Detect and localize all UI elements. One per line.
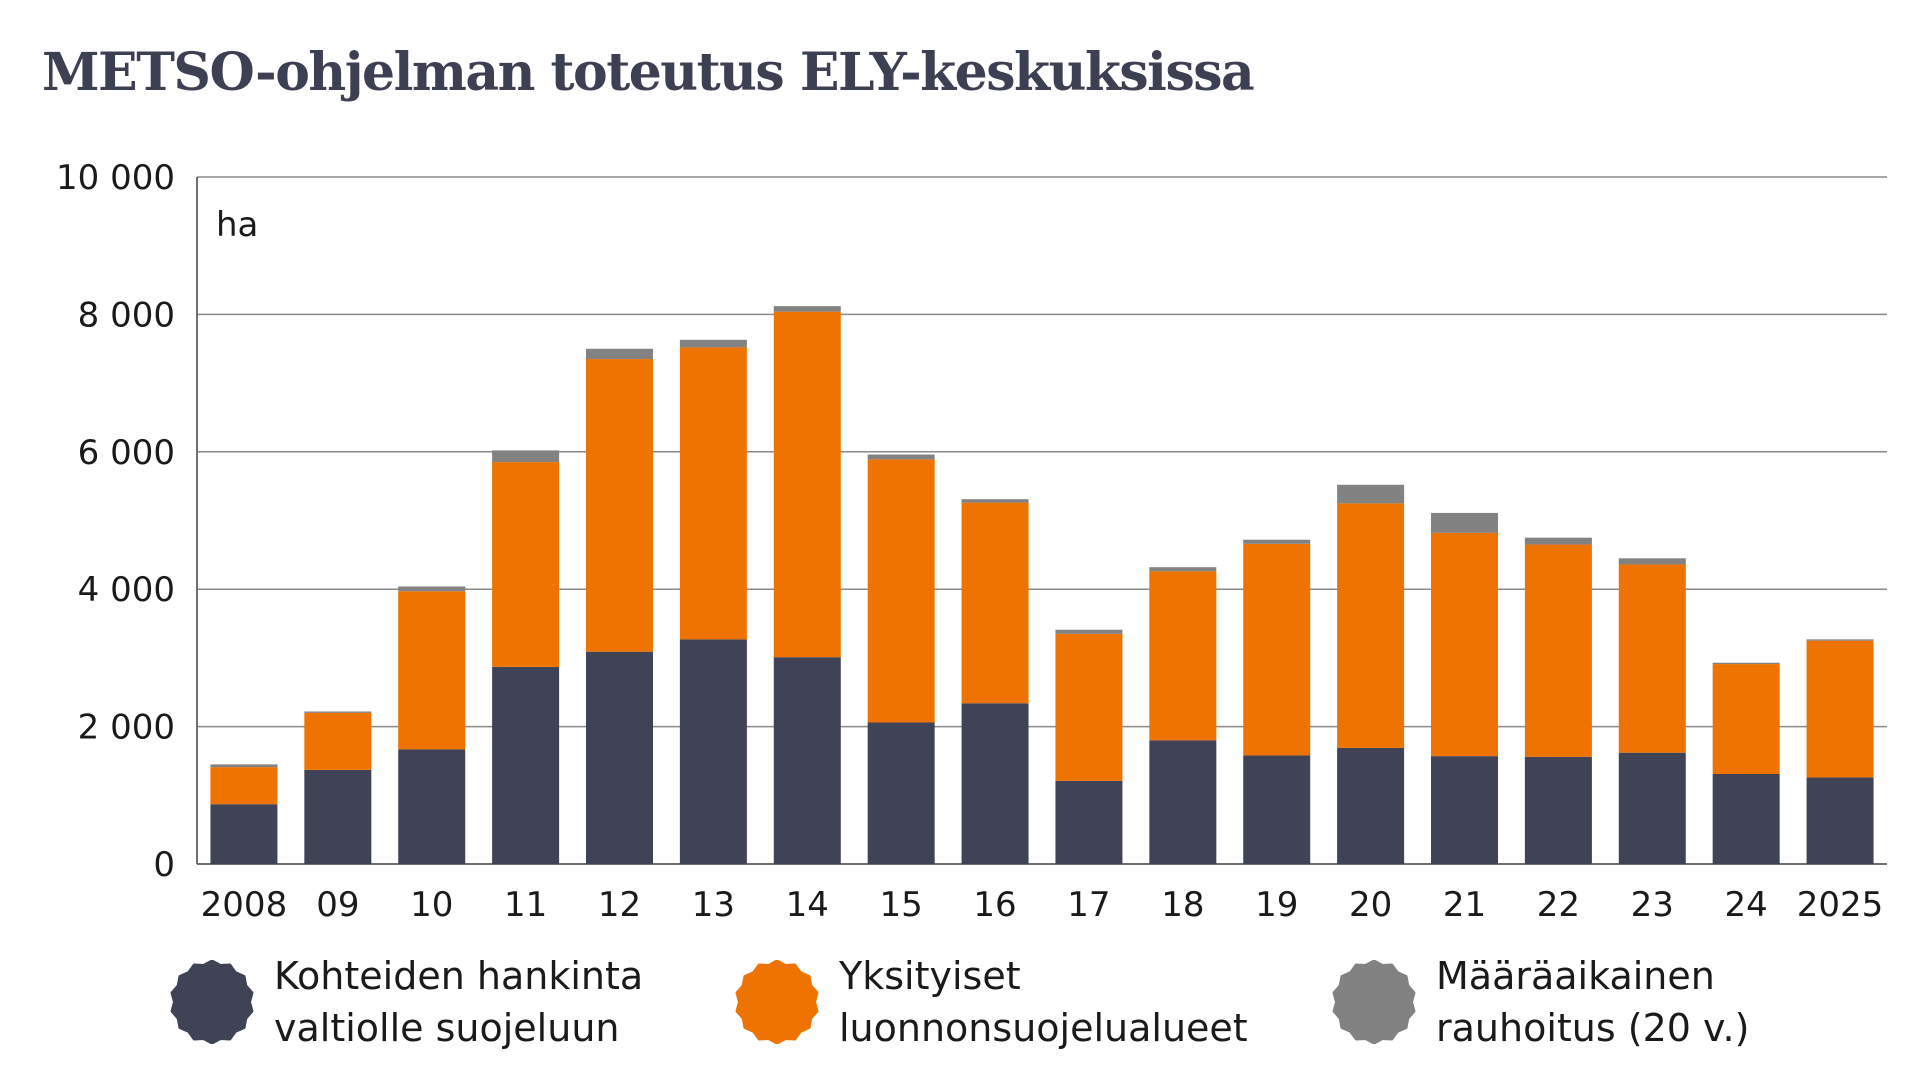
bar-09-series-3	[304, 711, 372, 713]
legend-item-yksityiset: Yksityiset luonnonsuojelualueet	[735, 950, 1248, 1054]
bar-16-series-1	[961, 703, 1029, 864]
bar-14-series-3	[773, 306, 841, 312]
bar-24-series-3	[1712, 662, 1780, 665]
bar-15-series-3	[867, 454, 935, 460]
bar-14-series-2	[773, 311, 841, 658]
bar-24-series-1	[1712, 774, 1780, 864]
bar-23-series-2	[1618, 564, 1686, 753]
bar-2025-series-1	[1806, 777, 1874, 864]
bar-09-series-1	[304, 769, 372, 864]
bar-22-series-3	[1524, 537, 1592, 545]
y-unit-label: ha	[216, 205, 258, 245]
x-tick-label: 21	[1443, 885, 1486, 925]
x-tick-label: 11	[504, 885, 547, 925]
bar-12-series-3	[586, 348, 653, 360]
bar-20-series-2	[1337, 503, 1405, 748]
y-tick-label: 0	[153, 845, 175, 885]
bar-2008-series-2	[210, 767, 278, 805]
bar-17-series-3	[1055, 629, 1123, 634]
legend-label-maaraaikainen: Määräaikainen rauhoitus (20 v.)	[1436, 954, 1750, 1050]
bar-19-series-1	[1243, 755, 1311, 864]
legend-label-yksityiset: Yksityiset luonnonsuojelualueet	[839, 954, 1248, 1050]
legend-swatch-maaraaikainen	[1332, 960, 1416, 1044]
bar-11-series-1	[492, 666, 560, 864]
x-tick-label: 19	[1255, 885, 1298, 925]
bar-12-series-1	[586, 651, 653, 864]
bar-20-series-3	[1337, 484, 1405, 504]
legend-swatch-yksityiset	[735, 960, 819, 1044]
bar-10-series-1	[398, 749, 466, 864]
bar-17-series-1	[1055, 780, 1123, 864]
bar-18-series-3	[1149, 567, 1217, 572]
bar-2025-series-2	[1806, 640, 1874, 778]
bar-23-series-1	[1618, 752, 1686, 864]
bar-10-series-2	[398, 591, 466, 750]
legend-label-kohteiden-hankinta: Kohteiden hankinta valtiolle suojeluun	[274, 954, 644, 1050]
x-tick-label: 20	[1349, 885, 1392, 925]
x-tick-label: 2025	[1797, 885, 1884, 925]
x-tick-label: 2008	[201, 885, 288, 925]
bar-09-series-2	[304, 712, 372, 770]
bar-12-series-2	[586, 359, 653, 652]
bar-21-series-1	[1431, 756, 1498, 864]
x-tick-label: 09	[316, 885, 359, 925]
bar-19-series-2	[1243, 543, 1311, 756]
chart: 0 2 000 4 000 6 000 8 000 10 000 ha 2008 09 10 11 1…	[56, 158, 1887, 925]
bar-16-series-3	[961, 499, 1029, 503]
y-tick-label: 4 000	[78, 570, 175, 610]
bar-24-series-2	[1712, 664, 1780, 775]
legend-swatch-kohteiden-hankinta	[170, 960, 254, 1044]
x-tick-label: 16	[973, 885, 1016, 925]
bar-14-series-1	[773, 657, 841, 864]
bar-13-series-2	[679, 347, 747, 640]
x-tick-label: 22	[1537, 885, 1580, 925]
bar-21-series-3	[1431, 512, 1498, 533]
bar-22-series-2	[1524, 544, 1592, 757]
x-tick-label: 10	[410, 885, 453, 925]
bar-18-series-2	[1149, 571, 1217, 741]
bar-18-series-1	[1149, 740, 1217, 864]
bar-23-series-3	[1618, 558, 1686, 565]
bar-13-series-3	[679, 339, 747, 348]
bar-21-series-2	[1431, 532, 1498, 757]
y-tick-label: 2 000	[78, 708, 175, 748]
y-tick-label: 6 000	[78, 433, 175, 473]
y-tick-label: 10 000	[56, 158, 175, 198]
x-tick-label: 14	[786, 885, 829, 925]
bar-2008-series-1	[210, 804, 278, 864]
x-tick-label: 18	[1161, 885, 1204, 925]
bar-2025-series-3	[1806, 639, 1874, 641]
x-tick-label: 15	[880, 885, 923, 925]
bar-19-series-3	[1243, 539, 1311, 544]
x-tick-label: 13	[692, 885, 735, 925]
bar-13-series-1	[679, 639, 747, 864]
legend-item-kohteiden-hankinta: Kohteiden hankinta valtiolle suojeluun	[170, 950, 643, 1054]
legend-item-maaraaikainen: Määräaikainen rauhoitus (20 v.)	[1332, 950, 1749, 1054]
x-tick-label: 17	[1067, 885, 1110, 925]
chart-title: METSO-ohjelman toteutus ELY-keskuksissa	[42, 42, 1255, 103]
bar-2008-series-3	[210, 764, 278, 768]
bar-17-series-2	[1055, 633, 1123, 781]
legend: Kohteiden hankinta valtiolle suojeluun Y…	[0, 950, 1920, 1060]
bar-16-series-2	[961, 502, 1029, 704]
x-tick-label: 23	[1631, 885, 1674, 925]
x-tick-label: 12	[598, 885, 641, 925]
bar-10-series-3	[398, 586, 466, 592]
bar-20-series-1	[1337, 747, 1405, 864]
x-tick-label: 24	[1725, 885, 1768, 925]
bar-22-series-1	[1524, 756, 1592, 864]
bar-15-series-2	[867, 459, 935, 723]
bar-11-series-3	[492, 450, 560, 463]
y-tick-label: 8 000	[78, 295, 175, 335]
bar-11-series-2	[492, 462, 560, 667]
bar-15-series-1	[867, 722, 935, 864]
